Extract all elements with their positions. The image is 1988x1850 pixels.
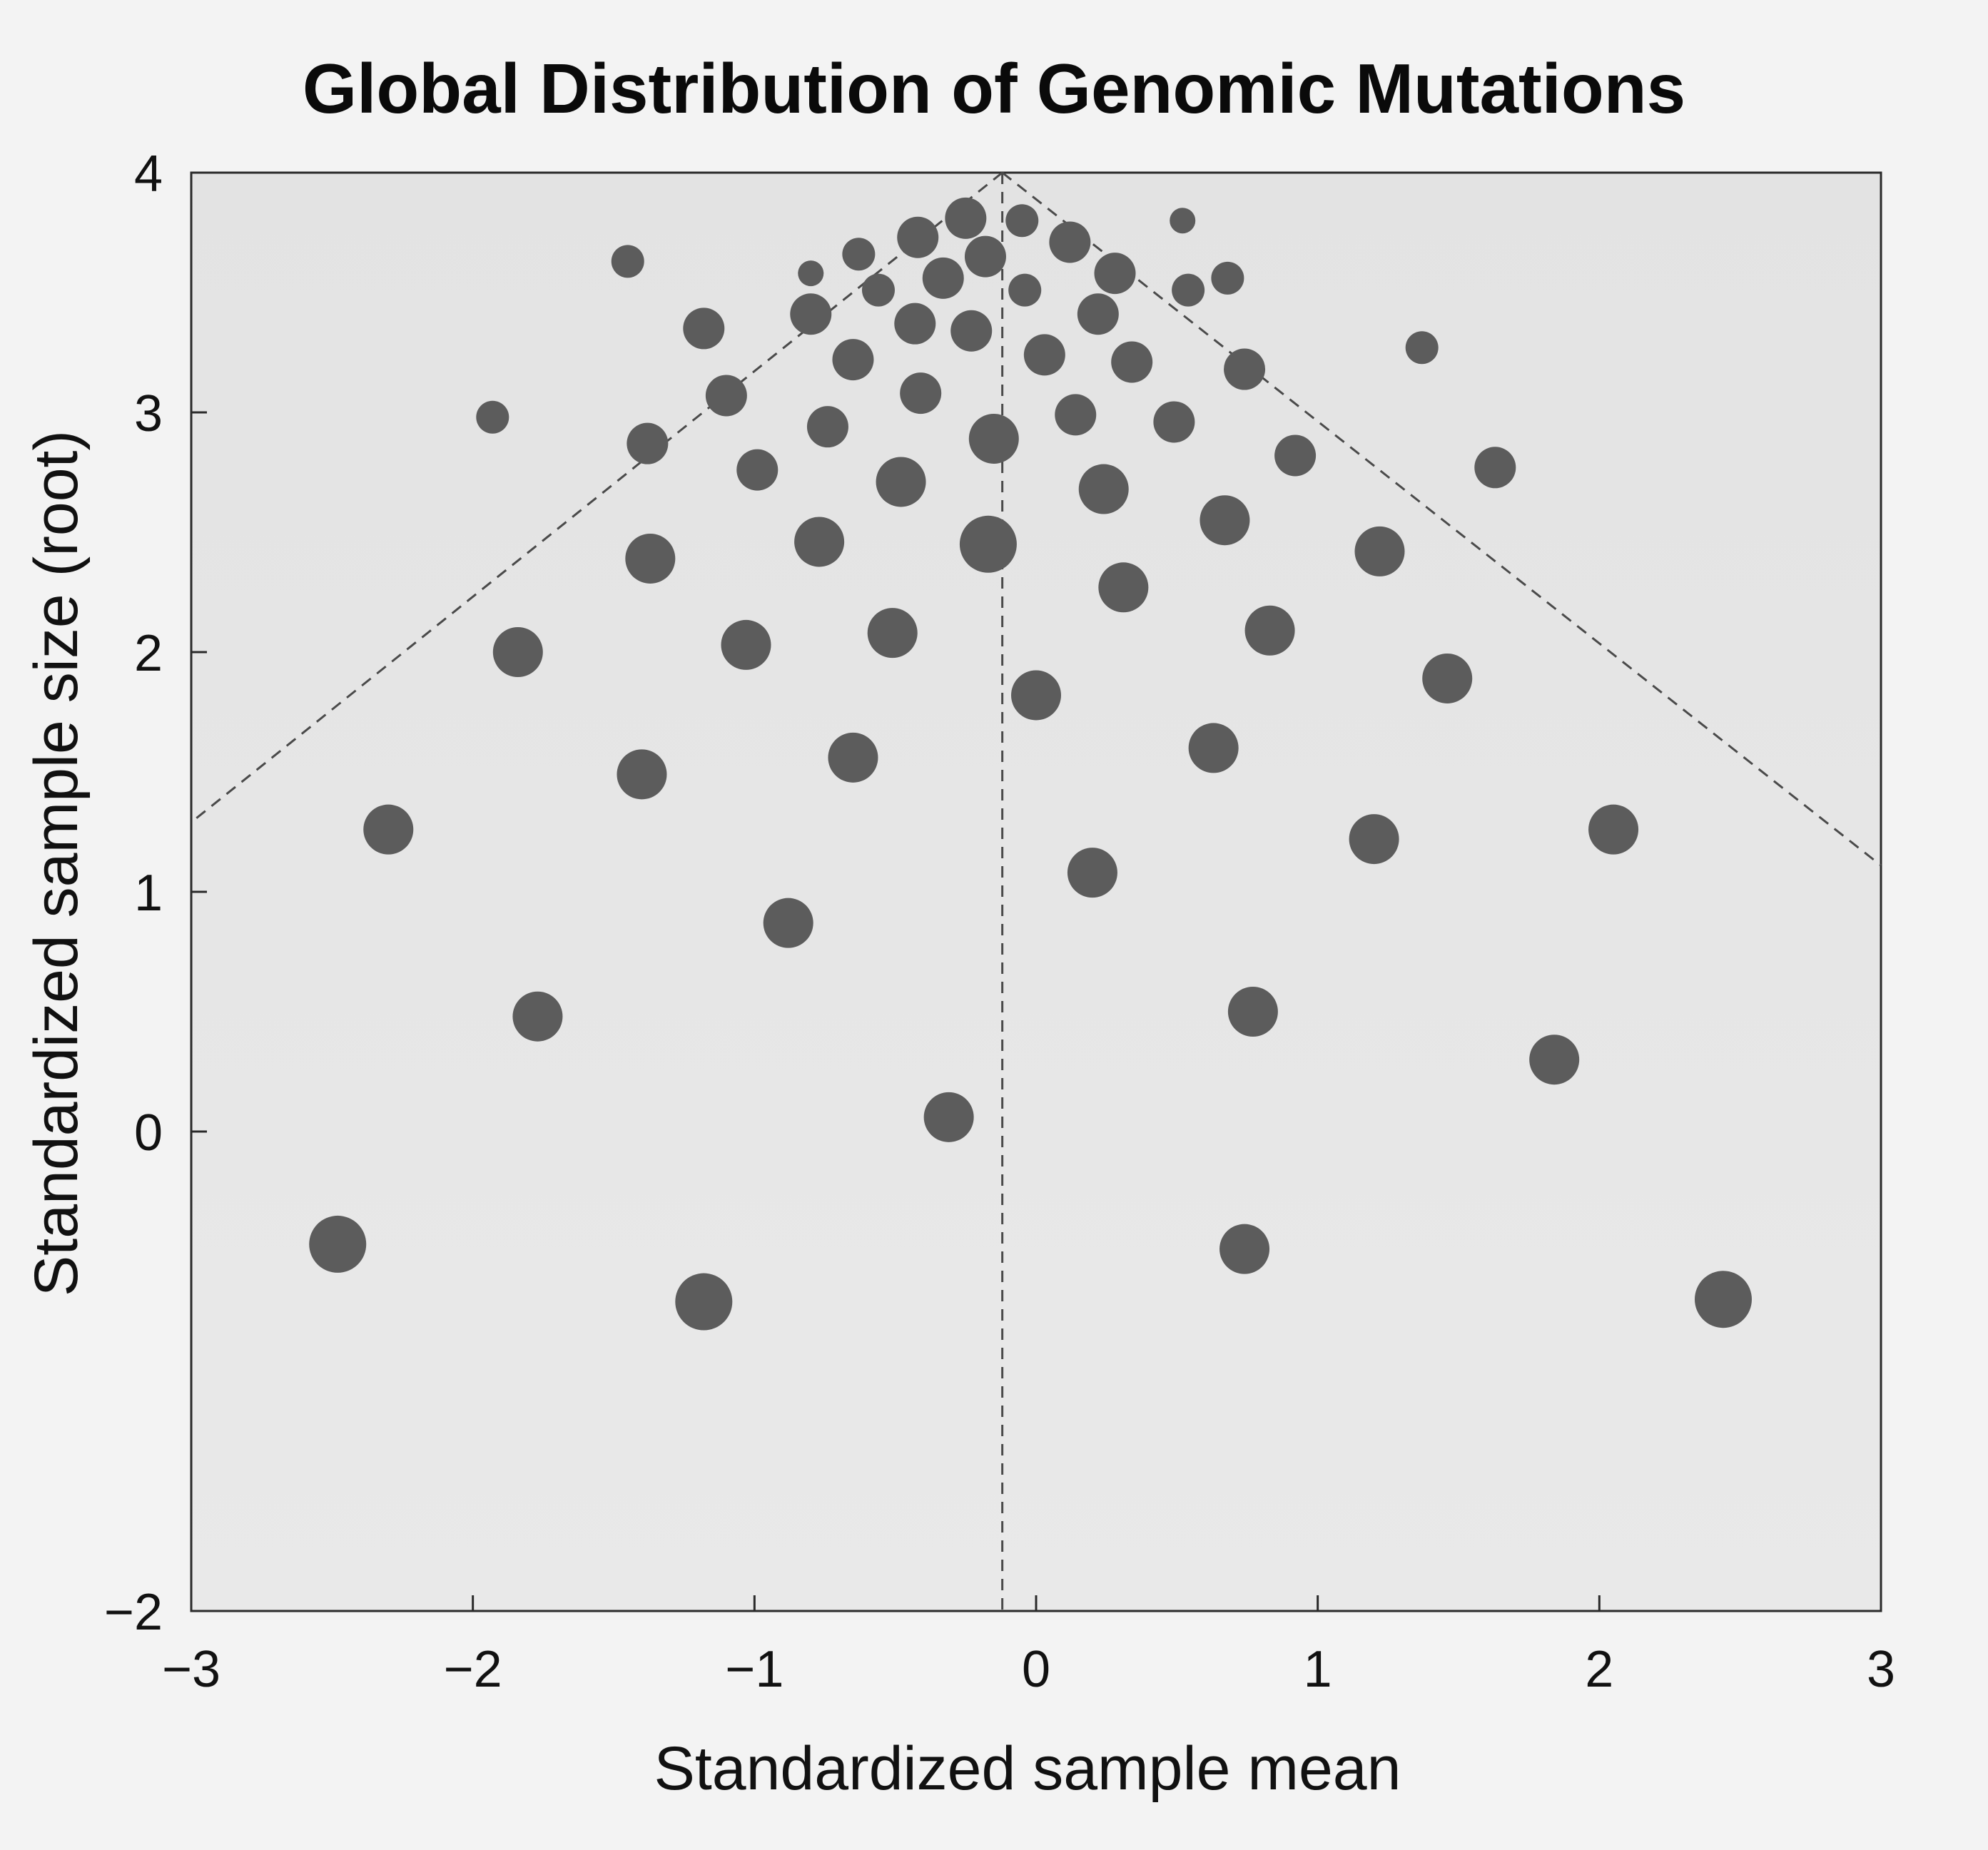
y-axis-label: Standardized sample size (root) bbox=[22, 430, 91, 1296]
data-point bbox=[1588, 804, 1639, 855]
funnel-lines bbox=[191, 171, 1882, 1611]
data-point bbox=[923, 1092, 974, 1142]
data-point bbox=[790, 293, 832, 335]
data-point bbox=[1067, 848, 1117, 898]
data-point bbox=[1049, 221, 1091, 263]
x-axis-label: Standardized sample mean bbox=[654, 1734, 1401, 1803]
data-point bbox=[309, 1215, 367, 1273]
data-point bbox=[1077, 293, 1119, 335]
data-point bbox=[1224, 348, 1266, 390]
data-point bbox=[1274, 434, 1317, 477]
data-point bbox=[806, 406, 848, 448]
data-point bbox=[1153, 401, 1195, 443]
data-point bbox=[959, 515, 1017, 573]
data-point bbox=[705, 375, 747, 417]
x-tick-label: −1 bbox=[725, 1641, 783, 1698]
data-point bbox=[1227, 987, 1278, 1037]
y-tick-label: 0 bbox=[134, 1104, 163, 1162]
y-tick-label: 1 bbox=[134, 865, 163, 922]
data-point bbox=[964, 235, 1006, 278]
data-point bbox=[363, 804, 414, 855]
data-point bbox=[617, 749, 667, 800]
data-point bbox=[476, 400, 509, 434]
data-point bbox=[492, 627, 543, 677]
data-point bbox=[1005, 204, 1039, 238]
data-point bbox=[1094, 253, 1136, 295]
y-tick-label: 3 bbox=[134, 385, 163, 442]
data-point bbox=[1244, 605, 1295, 656]
data-point bbox=[867, 608, 918, 659]
x-tick-label: 0 bbox=[1022, 1641, 1050, 1698]
data-point bbox=[736, 449, 779, 491]
data-point bbox=[1098, 562, 1149, 613]
data-point bbox=[1219, 1224, 1270, 1274]
data-point bbox=[1349, 814, 1399, 865]
x-tick-label: 1 bbox=[1304, 1641, 1332, 1698]
data-point bbox=[842, 238, 876, 271]
data-point bbox=[922, 257, 964, 299]
data-point bbox=[1422, 653, 1473, 703]
data-point bbox=[1354, 526, 1405, 576]
plot-area bbox=[190, 171, 1882, 1612]
funnel-right-line bbox=[1001, 171, 1882, 867]
data-point bbox=[1200, 495, 1250, 546]
data-point bbox=[1405, 331, 1439, 365]
x-tick-label: −3 bbox=[162, 1641, 220, 1698]
x-tick-label: 2 bbox=[1585, 1641, 1613, 1698]
data-point bbox=[968, 413, 1019, 464]
data-point bbox=[1474, 447, 1516, 489]
data-point bbox=[798, 260, 824, 287]
data-point bbox=[1078, 464, 1129, 514]
data-points bbox=[309, 197, 1752, 1331]
data-point bbox=[1172, 273, 1205, 307]
data-point bbox=[627, 422, 669, 464]
data-point bbox=[828, 732, 878, 783]
data-point bbox=[894, 303, 936, 345]
x-tick-label: −2 bbox=[444, 1641, 502, 1698]
data-point bbox=[945, 197, 987, 239]
data-point bbox=[876, 457, 926, 507]
data-point bbox=[950, 310, 993, 352]
x-tick-label: 3 bbox=[1867, 1641, 1895, 1698]
data-point bbox=[897, 216, 939, 258]
data-point bbox=[1694, 1271, 1752, 1328]
data-point bbox=[1529, 1035, 1580, 1085]
data-point bbox=[1188, 723, 1239, 773]
data-point bbox=[721, 619, 771, 670]
data-point bbox=[1211, 261, 1244, 295]
data-point bbox=[611, 245, 644, 278]
data-point bbox=[1023, 334, 1065, 376]
data-point bbox=[900, 372, 942, 415]
y-tick-label: −2 bbox=[104, 1584, 163, 1641]
data-point bbox=[1170, 208, 1196, 234]
data-point bbox=[861, 273, 895, 307]
data-point bbox=[1111, 341, 1153, 383]
data-point bbox=[675, 1273, 733, 1331]
data-point bbox=[683, 308, 725, 350]
data-point bbox=[1008, 273, 1042, 307]
data-point bbox=[832, 339, 874, 381]
chart-title: Global Distribution of Genomic Mutations bbox=[303, 49, 1685, 128]
data-point bbox=[1011, 670, 1061, 721]
y-tick-label: 4 bbox=[134, 146, 163, 203]
data-point bbox=[625, 533, 676, 584]
y-tick-label: 2 bbox=[134, 625, 163, 682]
data-point bbox=[1055, 394, 1097, 436]
data-point bbox=[763, 898, 813, 948]
data-point bbox=[512, 991, 563, 1042]
data-point bbox=[794, 517, 845, 567]
